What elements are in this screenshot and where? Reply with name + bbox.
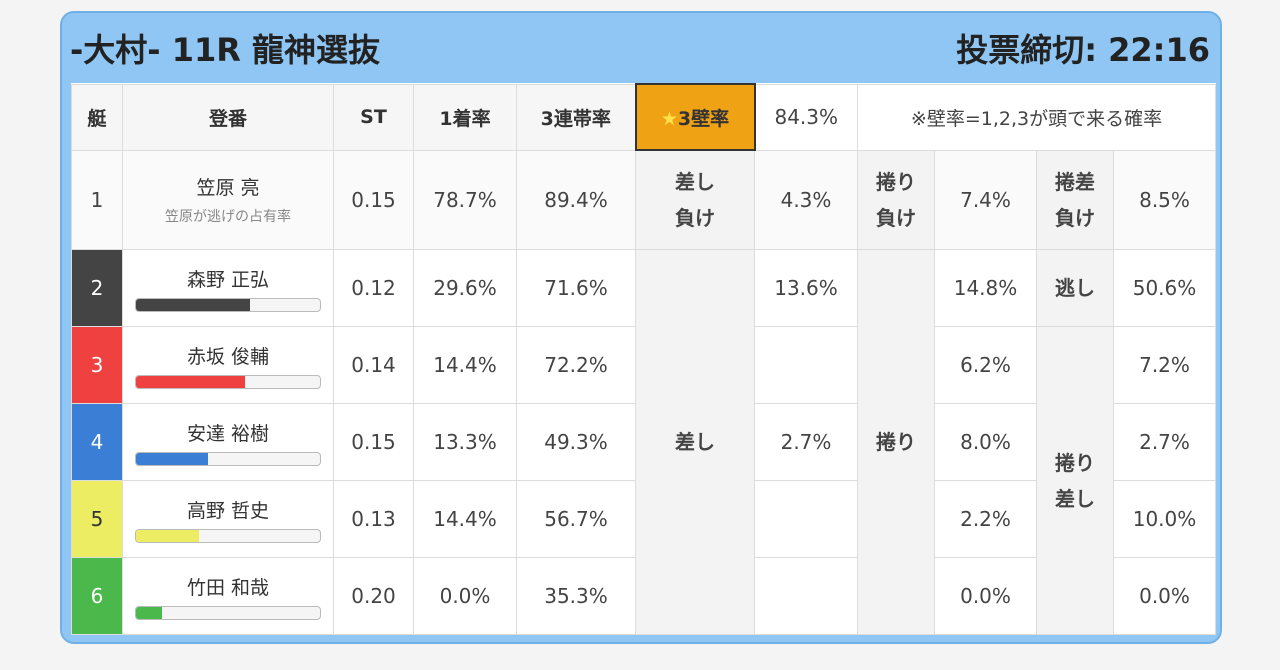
makuri-value: 0.0% — [934, 557, 1037, 635]
st-value: 0.14 — [333, 326, 414, 404]
col-top3-rate: 3連帯率 — [516, 83, 636, 151]
makurisashi-label: 捲り 差し — [1036, 326, 1114, 635]
racer-cell: 竹田 和哉 — [122, 557, 334, 635]
col-boat: 艇 — [71, 83, 123, 151]
win-rate: 14.4% — [413, 326, 517, 404]
win-rate: 14.4% — [413, 480, 517, 558]
col-racer: 登番 — [122, 83, 334, 151]
rate-bar-fill — [136, 529, 199, 542]
sashi-value — [754, 557, 858, 635]
makurisashi-value: 7.2% — [1113, 326, 1216, 404]
wall-rate-note: ※壁率=1,2,3が頭で来る確率 — [857, 83, 1216, 151]
makuri-make-label: 捲り 負け — [857, 149, 935, 250]
makurisashi-value: 10.0% — [1113, 480, 1216, 558]
lane-number: 1 — [71, 149, 123, 250]
sashi-value — [754, 480, 858, 558]
rate-bar — [135, 297, 321, 312]
sashi-value: 2.7% — [754, 403, 858, 481]
sashi-label: 差し — [635, 249, 755, 635]
nige-label: 逃し — [1036, 249, 1114, 327]
racer-cell: 安達 裕樹 — [122, 403, 334, 481]
star-icon: ★ — [660, 107, 678, 130]
racer-cell: 森野 正弘 — [122, 249, 334, 327]
wall-rate-button[interactable]: ★3壁率 — [634, 83, 756, 151]
lane-number: 2 — [71, 249, 123, 327]
racer-name[interactable]: 安達 裕樹 — [186, 422, 270, 445]
makuri-label: 捲り — [857, 249, 935, 635]
makurisashi-value: 2.7% — [1113, 403, 1216, 481]
race-title: -大村- 11R 龍神選抜 — [70, 31, 381, 69]
table-row: 6 竹田 和哉 0.20 0.0% 35.3% 0.0% 0.0% — [71, 557, 1216, 635]
racer-name[interactable]: 竹田 和哉 — [186, 576, 270, 599]
vote-deadline: 投票締切: 22:16 — [956, 31, 1210, 69]
makuri-value: 8.0% — [934, 403, 1037, 481]
racer-cell: 笠原 亮 笠原が逃げの占有率 — [122, 149, 334, 250]
rate-bar-fill — [136, 452, 208, 465]
makuri-value: 14.8% — [934, 249, 1037, 327]
makurisashi-value: 0.0% — [1113, 557, 1216, 635]
racer-name[interactable]: 森野 正弘 — [186, 268, 270, 291]
rate-bar-fill — [136, 606, 162, 619]
st-value: 0.20 — [333, 557, 414, 635]
makuri-make-value: 7.4% — [934, 149, 1037, 250]
st-value: 0.12 — [333, 249, 414, 327]
rate-bar — [135, 374, 321, 389]
table-row: 2 森野 正弘 0.12 29.6% 71.6% 差し 13.6% 捲り 14.… — [71, 249, 1216, 635]
rate-bar-fill — [136, 298, 251, 311]
wall-rate-label: 3壁率 — [677, 107, 730, 130]
racer-name[interactable]: 笠原 亮 — [196, 177, 260, 200]
table-row: 3 赤坂 俊輔 0.14 14.4% 72.2% 6.2% 捲り 差し 7.2% — [71, 326, 1216, 635]
rate-bar — [135, 605, 321, 620]
lane-number: 3 — [71, 326, 123, 404]
wall-rate-value: 84.3% — [754, 83, 858, 151]
sashi-make-value: 4.3% — [754, 149, 858, 250]
top3-rate: 89.4% — [516, 149, 636, 250]
race-card: -大村- 11R 龍神選抜 投票締切: 22:16 艇 登番 ST 1着率 3連… — [60, 11, 1222, 644]
makuri-value: 6.2% — [934, 326, 1037, 404]
st-value: 0.13 — [333, 480, 414, 558]
st-value: 0.15 — [333, 149, 414, 250]
makuri-value: 2.2% — [934, 480, 1037, 558]
stats-table: 艇 登番 ST 1着率 3連帯率 ★3壁率 84.3% ※壁率=1,2,3が頭で… — [71, 83, 1216, 635]
top3-rate: 35.3% — [516, 557, 636, 635]
makurisashi-make-label: 捲差 負け — [1036, 149, 1114, 250]
col-st: ST — [333, 83, 414, 151]
table-header-row: 艇 登番 ST 1着率 3連帯率 ★3壁率 84.3% ※壁率=1,2,3が頭で… — [71, 83, 1216, 151]
lane-number: 4 — [71, 403, 123, 481]
win-rate: 29.6% — [413, 249, 517, 327]
win-rate: 13.3% — [413, 403, 517, 481]
sashi-make-label: 差し 負け — [635, 149, 755, 250]
racer-name[interactable]: 赤坂 俊輔 — [186, 345, 270, 368]
top3-rate: 56.7% — [516, 480, 636, 558]
win-rate: 0.0% — [413, 557, 517, 635]
table-row: 5 高野 哲史 0.13 14.4% 56.7% 2.2% 10.0% — [71, 480, 1216, 558]
rate-bar-fill — [136, 375, 245, 388]
makurisashi-make-value: 8.5% — [1113, 149, 1216, 250]
nige-value: 50.6% — [1113, 249, 1216, 327]
racer-sub-label: 笠原が逃げの占有率 — [165, 209, 291, 226]
top3-rate: 72.2% — [516, 326, 636, 404]
table-row: 4 安達 裕樹 0.15 13.3% 49.3% 2.7% 8.0% 2.7% — [71, 403, 1216, 481]
racer-cell: 高野 哲史 — [122, 480, 334, 558]
col-win-rate: 1着率 — [413, 83, 517, 151]
sashi-value: 13.6% — [754, 249, 858, 327]
sashi-value — [754, 326, 858, 404]
top3-rate: 71.6% — [516, 249, 636, 327]
race-header: -大村- 11R 龍神選抜 投票締切: 22:16 — [62, 13, 1220, 83]
lane-number: 6 — [71, 557, 123, 635]
lane-number: 5 — [71, 480, 123, 558]
racer-cell: 赤坂 俊輔 — [122, 326, 334, 404]
win-rate: 78.7% — [413, 149, 517, 250]
st-value: 0.15 — [333, 403, 414, 481]
racer-name[interactable]: 高野 哲史 — [186, 499, 270, 522]
table-row: 1 笠原 亮 笠原が逃げの占有率 0.15 78.7% 89.4% 差し 負け … — [71, 149, 1216, 250]
rate-bar — [135, 451, 321, 466]
top3-rate: 49.3% — [516, 403, 636, 481]
rate-bar — [135, 528, 321, 543]
